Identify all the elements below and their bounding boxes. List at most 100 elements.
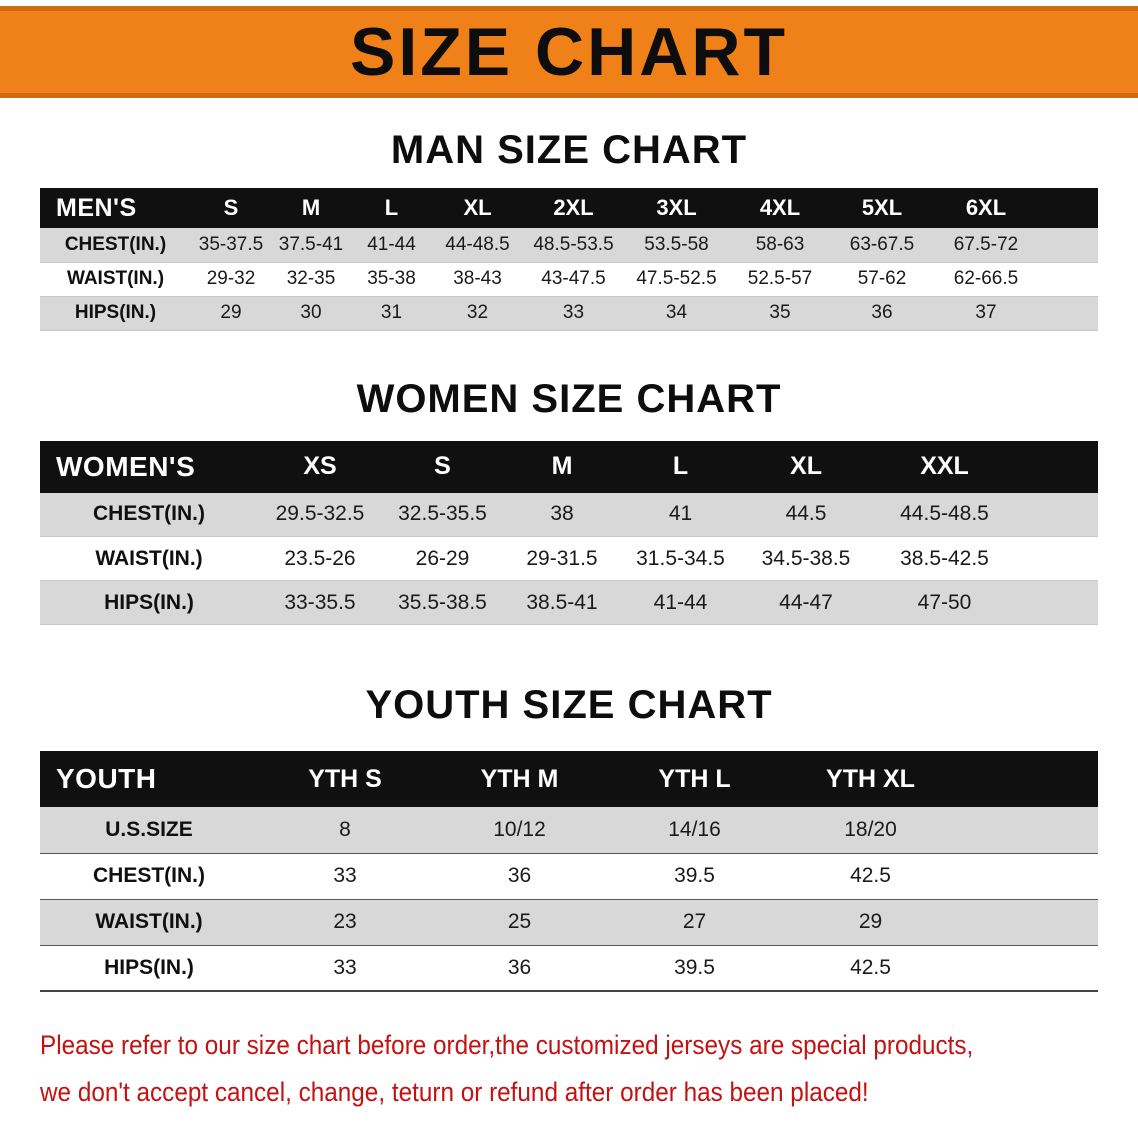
- youth-table-body: U.S.SIZE 8 10/12 14/16 18/20 CHEST(IN.) 33 36 39…: [40, 807, 1098, 991]
- table-row: U.S.SIZE 8 10/12 14/16 18/20: [40, 807, 1098, 853]
- table-title: WOMEN'S: [40, 440, 258, 493]
- table-cell: 14/16: [668, 817, 721, 841]
- table-cell: 29: [220, 302, 242, 323]
- row-label: WAIST(IN.): [95, 910, 203, 933]
- table-cell: 29.5-32.5: [275, 502, 365, 526]
- table-cell: 36: [871, 302, 893, 323]
- table-cell: 29-31.5: [526, 546, 598, 570]
- table-cell: 44-47: [779, 590, 833, 614]
- table-cell: 38: [550, 502, 574, 526]
- table-cell: 42.5: [850, 955, 891, 979]
- table-cell: 30: [300, 302, 322, 323]
- table-cell: 31.5-34.5: [636, 546, 725, 570]
- table-cell: 8: [339, 817, 351, 841]
- youth-size-table: YOUTH YTH S YTH M YTH L YTH XL U.S.SIZE 8 10/1…: [40, 751, 1098, 992]
- table-cell: 26-29: [415, 546, 470, 570]
- table-cell: 35-37.5: [198, 233, 264, 255]
- disclaimer-line-2: we don't accept cancel, change, teturn o…: [40, 1077, 869, 1107]
- banner: SIZE CHART: [0, 6, 1138, 98]
- table-row: CHEST(IN.) 29.5-32.5 32.5-35.5 38 41 44.5 44.5…: [40, 492, 1098, 537]
- column-header: L: [351, 188, 432, 228]
- table-row: HIPS(IN.) 29 30 31 32 33 34 35 36 37: [40, 296, 1098, 330]
- table-cell: 32: [466, 302, 489, 323]
- men-size-table: MEN'S S M L XL 2XL 3XL 4XL 5XL 6XL CHEST(IN.) 35-3…: [40, 188, 1098, 331]
- women-table-body: CHEST(IN.) 29.5-32.5 32.5-35.5 38 41 44.5 44.5…: [40, 492, 1098, 625]
- table-cell: 32.5-35.5: [398, 502, 487, 526]
- table-row: WAIST(IN.) 23 25 27 29: [40, 899, 1098, 945]
- table-cell: 32-35: [286, 268, 336, 289]
- table-cell: 33: [562, 302, 585, 323]
- row-label: WAIST(IN.): [95, 546, 203, 570]
- women-section: WOMEN SIZE CHART WOMEN'S XS S M L XL XXL CHEST…: [0, 375, 1138, 625]
- table-cell: 44.5: [785, 502, 827, 526]
- table-cell: 38.5-42.5: [900, 546, 989, 570]
- row-label: U.S.SIZE: [105, 817, 193, 841]
- table-cell: 62-66.5: [953, 268, 1019, 289]
- women-header-row: WOMEN'S XS S M L XL XXL: [40, 440, 1098, 493]
- men-table-body: CHEST(IN.) 35-37.5 37.5-41 41-44 44-48.5 48.5…: [40, 228, 1098, 330]
- women-section-heading: WOMEN SIZE CHART: [356, 376, 782, 421]
- men-section-heading: MAN SIZE CHART: [390, 128, 748, 172]
- disclaimer: Please refer to our size chart before or…: [40, 1022, 1138, 1116]
- column-header: 5XL: [831, 188, 933, 228]
- banner-title: SIZE CHART: [350, 14, 788, 90]
- column-header: YTH L: [607, 751, 782, 807]
- table-cell: 57-62: [857, 268, 907, 289]
- row-label: CHEST(IN.): [93, 502, 205, 526]
- table-cell: 33: [333, 864, 357, 887]
- table-cell: 41: [668, 502, 693, 526]
- table-cell: 23: [333, 910, 357, 933]
- table-row: HIPS(IN.) 33 36 39.5 42.5: [40, 945, 1098, 991]
- row-label: WAIST(IN.): [66, 268, 165, 289]
- column-header: S: [191, 188, 271, 228]
- row-label: HIPS(IN.): [74, 302, 157, 323]
- disclaimer-line-1: Please refer to our size chart before or…: [40, 1030, 974, 1060]
- youth-table-header: YOUTH YTH S YTH M YTH L YTH XL: [40, 751, 1098, 807]
- table-cell: 36: [507, 955, 532, 979]
- table-cell: 38-43: [453, 268, 502, 289]
- column-header: YTH S: [258, 751, 432, 807]
- table-title: YOUTH: [40, 751, 258, 807]
- table-cell: 41-44: [653, 590, 708, 614]
- table-row: CHEST(IN.) 33 36 39.5 42.5: [40, 853, 1098, 899]
- table-cell: 67.5-72: [953, 233, 1019, 255]
- youth-section: YOUTH SIZE CHART YOUTH YTH S YTH M YTH L YTH…: [0, 681, 1138, 992]
- table-cell: 35.5-38.5: [398, 590, 487, 614]
- table-cell: 33-35.5: [284, 590, 356, 614]
- table-row: HIPS(IN.) 33-35.5 35.5-38.5 38.5-41 41-44 44-…: [40, 580, 1098, 625]
- table-cell: 58-63: [755, 233, 805, 255]
- column-header: 6XL: [933, 188, 1098, 228]
- table-cell: 29: [858, 910, 883, 933]
- table-cell: 31: [380, 302, 403, 323]
- youth-section-heading: YOUTH SIZE CHART: [365, 683, 773, 727]
- table-title: MEN'S: [40, 188, 191, 228]
- table-cell: 34: [665, 302, 688, 323]
- table-cell: 43-47.5: [541, 268, 606, 289]
- table-cell: 52.5-57: [747, 268, 813, 289]
- row-label: CHEST(IN.): [64, 233, 167, 255]
- table-cell: 10/12: [493, 817, 546, 841]
- table-cell: 39.5: [674, 864, 715, 887]
- column-header: XL: [740, 440, 872, 493]
- table-cell: 37.5-41: [278, 233, 344, 255]
- column-header: XXL: [872, 440, 1098, 493]
- column-header: S: [382, 440, 503, 493]
- table-cell: 42.5: [850, 864, 891, 887]
- column-header: M: [271, 188, 351, 228]
- table-cell: 48.5-53.5: [533, 233, 614, 255]
- column-header: YTH XL: [782, 751, 1098, 807]
- table-cell: 25: [507, 910, 532, 933]
- table-cell: 63-67.5: [849, 233, 915, 255]
- column-header: XS: [258, 440, 382, 493]
- table-row: WAIST(IN.) 29-32 32-35 35-38 38-43 43-47.5 47.…: [40, 262, 1098, 296]
- column-header: 4XL: [729, 188, 831, 228]
- men-section: MAN SIZE CHART MEN'S S M L XL 2XL 3XL 4XL 5XL 6XL…: [0, 126, 1138, 331]
- women-size-table: WOMEN'S XS S M L XL XXL CHEST(IN.) 29.5-32.5 32.…: [40, 440, 1098, 625]
- column-header: L: [621, 440, 740, 493]
- table-cell: 35-38: [367, 268, 416, 289]
- column-header: XL: [432, 188, 523, 228]
- table-cell: 44.5-48.5: [900, 502, 989, 526]
- table-cell: 18/20: [844, 817, 897, 841]
- table-cell: 38.5-41: [526, 590, 598, 614]
